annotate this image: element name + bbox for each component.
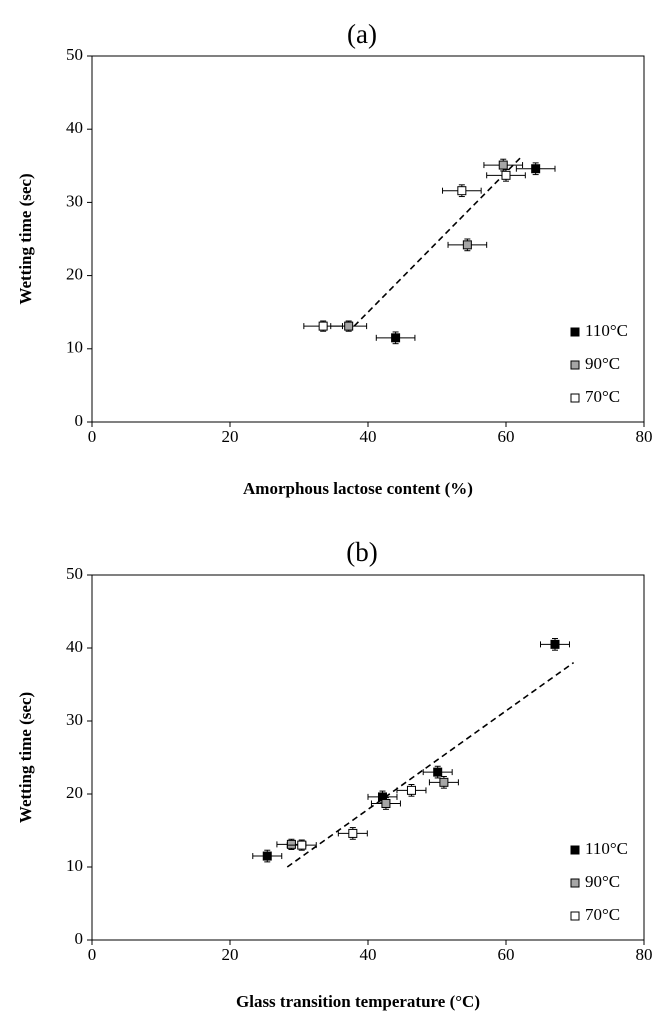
x-tick-label: 0 [88, 427, 97, 446]
legend-marker [570, 845, 580, 855]
series-70C [286, 784, 427, 851]
data-point-marker [498, 160, 508, 170]
legend-marker [570, 327, 580, 337]
y-axis-title: Wetting time (sec) [16, 692, 35, 823]
data-point-marker [433, 767, 443, 777]
x-axis-title: Amorphous lactose content (%) [243, 479, 473, 498]
legend-marker [570, 911, 580, 921]
y-tick-label: 50 [66, 45, 83, 64]
panel-label: (a) [347, 19, 377, 49]
data-point-marker [462, 240, 472, 250]
data-point-marker [297, 840, 307, 850]
legend-marker [570, 878, 580, 888]
series-90C [330, 158, 524, 332]
data-point-marker [381, 798, 391, 808]
y-tick-label: 40 [66, 637, 83, 656]
legend-marker [570, 393, 580, 403]
data-point-marker [406, 785, 416, 795]
y-tick-label: 20 [66, 265, 83, 284]
x-tick-label: 40 [360, 945, 377, 964]
y-tick-label: 40 [66, 118, 83, 137]
panel-label: (b) [346, 537, 377, 567]
data-point-marker [318, 321, 328, 331]
y-axis-title: Wetting time (sec) [16, 173, 35, 304]
data-point-marker [457, 186, 467, 196]
x-tick-label: 40 [360, 427, 377, 446]
series-110C [252, 638, 570, 863]
plot-area-frame [91, 55, 645, 423]
legend-label: 70°C [585, 387, 620, 406]
data-point-marker [439, 777, 449, 787]
y-tick-label: 10 [66, 856, 83, 875]
y-tick-label: 50 [66, 564, 83, 583]
x-tick-label: 80 [636, 427, 653, 446]
series-70C [303, 168, 526, 332]
y-tick-label: 10 [66, 338, 83, 357]
y-tick-label: 20 [66, 783, 83, 802]
legend-label: 70°C [585, 905, 620, 924]
trendline [286, 661, 575, 868]
series-90C [276, 775, 459, 850]
x-tick-label: 20 [222, 945, 239, 964]
data-point-marker [286, 839, 296, 849]
legend-label: 90°C [585, 354, 620, 373]
data-point-marker [262, 851, 272, 861]
legend-label: 110°C [585, 321, 628, 340]
x-tick-label: 20 [222, 427, 239, 446]
legend: 110°C 90°C 70°C [570, 839, 628, 924]
x-tick-label: 0 [88, 945, 97, 964]
y-tick-label: 0 [75, 929, 84, 948]
trendline [353, 156, 522, 327]
legend: 110°C 90°C 70°C [570, 321, 628, 406]
data-point-marker [391, 333, 401, 343]
y-tick-label: 30 [66, 191, 83, 210]
data-point-marker [344, 321, 354, 331]
data-point-marker [348, 828, 358, 838]
chart-panel-2: (b) 0 10 20 30 40 50 0 20 40 60 80 Glass transition … [16, 537, 653, 1011]
legend-label: 90°C [585, 872, 620, 891]
plot-area-frame [91, 574, 645, 941]
x-axis-title: Glass transition temperature (°C) [236, 992, 480, 1011]
data-point-marker [550, 639, 560, 649]
data-point-marker [501, 170, 511, 180]
x-tick-label: 60 [498, 945, 515, 964]
series-110C [375, 162, 556, 345]
legend-label: 110°C [585, 839, 628, 858]
y-tick-label: 0 [75, 411, 84, 430]
chart-panel-1: (a) 0 10 20 30 40 50 0 20 40 60 80 Amorphous lactose… [16, 19, 653, 498]
legend-marker [570, 360, 580, 370]
y-tick-label: 30 [66, 710, 83, 729]
x-tick-label: 80 [636, 945, 653, 964]
x-tick-label: 60 [498, 427, 515, 446]
data-point-marker [531, 164, 541, 174]
